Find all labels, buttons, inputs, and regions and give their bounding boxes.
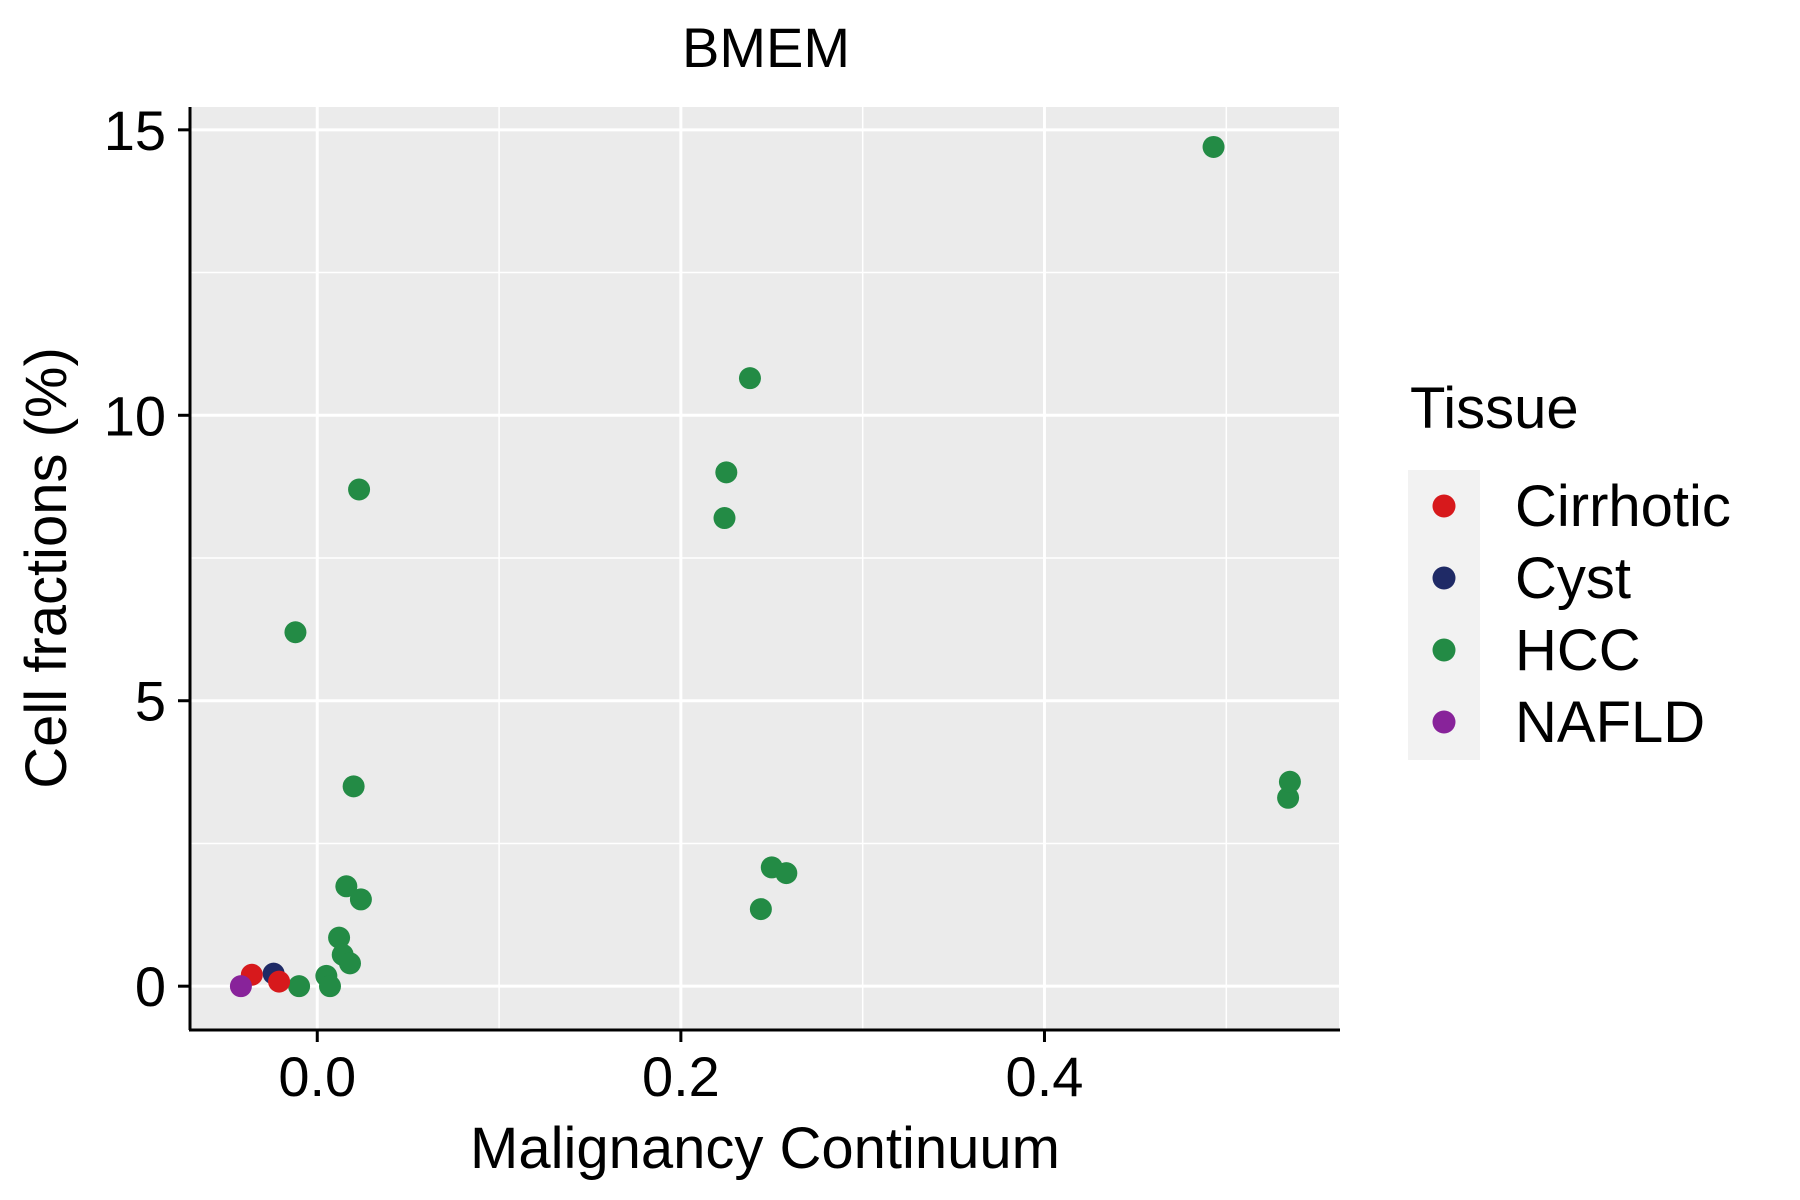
legend-key-nafld: [1432, 710, 1456, 734]
data-point-hcc: [348, 478, 371, 501]
data-point-hcc: [288, 975, 311, 998]
data-point-hcc: [713, 507, 736, 530]
data-point-hcc: [1202, 135, 1225, 158]
data-point-hcc: [335, 875, 358, 898]
data-point-hcc: [749, 898, 772, 921]
data-point-hcc: [349, 888, 372, 911]
legend-label-hcc: HCC: [1515, 618, 1641, 683]
y-axis-title: Cell fractions (%): [14, 347, 79, 789]
x-axis-title: Malignancy Continuum: [470, 1116, 1060, 1181]
data-point-hcc: [1277, 786, 1300, 809]
legend-items: Cirrhotic Cyst HCC NAFLD: [1432, 474, 1731, 755]
data-point-hcc: [328, 926, 351, 949]
grid-major-lines: [190, 107, 1339, 1029]
data-point-hcc: [738, 367, 761, 390]
y-tick-label: 15: [104, 99, 166, 162]
data-point-hcc: [342, 775, 365, 798]
y-tick-label: 0: [135, 955, 166, 1018]
legend-key-cirrhotic: [1432, 494, 1456, 518]
legend-label-cyst: Cyst: [1515, 546, 1631, 611]
data-point-hcc: [1278, 770, 1301, 793]
y-tick-label: 5: [135, 670, 166, 733]
legend-key-cyst: [1432, 566, 1456, 590]
y-tick-label: 10: [104, 384, 166, 447]
x-tick-label: 0.0: [278, 1045, 356, 1108]
x-tick-label: 0.2: [642, 1045, 720, 1108]
data-point-hcc: [715, 461, 738, 484]
legend-label-cirrhotic: Cirrhotic: [1515, 474, 1731, 539]
axis-ticks: 0.0 0.2 0.4 0 5 10 15: [104, 99, 1084, 1108]
data-point-cirrhotic: [268, 970, 291, 993]
grid-minor-lines: [190, 107, 1339, 1029]
legend-title: Tissue: [1410, 376, 1579, 441]
data-point-hcc: [775, 862, 798, 885]
data-point-hcc: [318, 975, 341, 998]
data-point-hcc: [338, 952, 361, 975]
chart-title: BMEM: [682, 16, 850, 79]
data-point-hcc: [284, 621, 307, 644]
legend-key-hcc: [1432, 638, 1456, 662]
legend: Tissue Cirrhotic Cyst HCC NAFLD: [1408, 376, 1731, 760]
data-point-nafld: [229, 975, 252, 998]
x-tick-label: 0.4: [1006, 1045, 1084, 1108]
data-points: [229, 135, 1301, 998]
legend-label-nafld: NAFLD: [1515, 690, 1705, 755]
